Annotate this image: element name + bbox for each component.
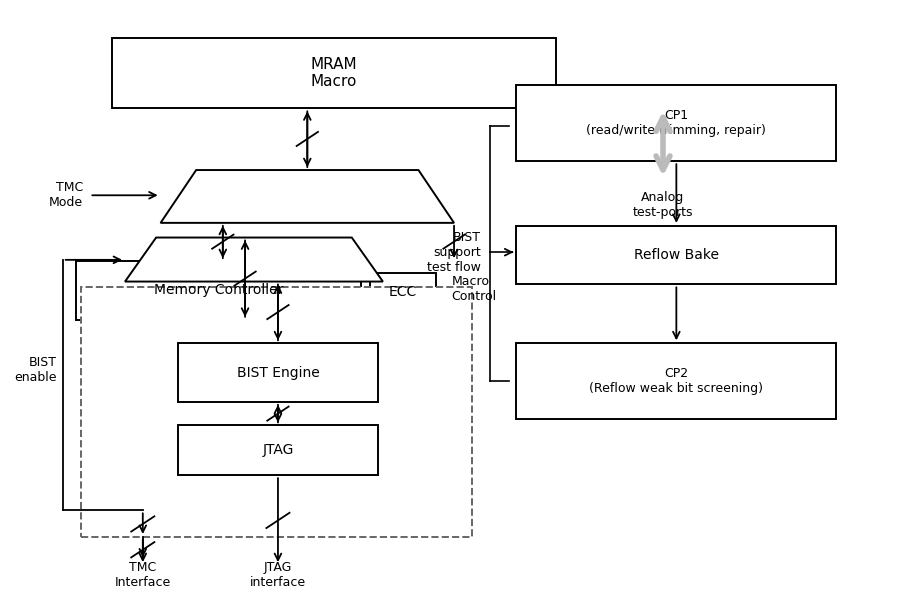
Text: MRAM
Macro: MRAM Macro: [310, 57, 357, 89]
FancyBboxPatch shape: [111, 38, 556, 108]
Text: Macro
Control: Macro Control: [451, 275, 497, 303]
Text: BIST
enable: BIST enable: [14, 356, 57, 384]
Text: CP2
(Reflow weak bit screening): CP2 (Reflow weak bit screening): [589, 367, 763, 395]
Text: Reflow Bake: Reflow Bake: [634, 248, 718, 262]
FancyBboxPatch shape: [81, 287, 472, 537]
Text: JTAG
interface: JTAG interface: [250, 561, 306, 589]
FancyBboxPatch shape: [76, 261, 361, 320]
Text: JTAG: JTAG: [263, 443, 294, 458]
Text: Analog
test-ports: Analog test-ports: [632, 191, 693, 220]
FancyBboxPatch shape: [517, 226, 836, 284]
Polygon shape: [161, 170, 454, 223]
Text: TMC
Mode: TMC Mode: [49, 181, 83, 209]
FancyBboxPatch shape: [179, 343, 379, 402]
FancyBboxPatch shape: [517, 85, 836, 161]
Text: TMC
Interface: TMC Interface: [115, 561, 171, 589]
Text: ECC: ECC: [388, 285, 417, 299]
Polygon shape: [125, 237, 383, 281]
FancyBboxPatch shape: [179, 425, 379, 475]
Text: BIST
support
test flow: BIST support test flow: [427, 231, 481, 274]
FancyBboxPatch shape: [370, 273, 436, 311]
Text: BIST Engine: BIST Engine: [237, 365, 320, 380]
Text: CP1
(read/write trimming, repair): CP1 (read/write trimming, repair): [587, 109, 766, 137]
Text: Memory Controller: Memory Controller: [153, 283, 283, 298]
FancyBboxPatch shape: [517, 343, 836, 419]
